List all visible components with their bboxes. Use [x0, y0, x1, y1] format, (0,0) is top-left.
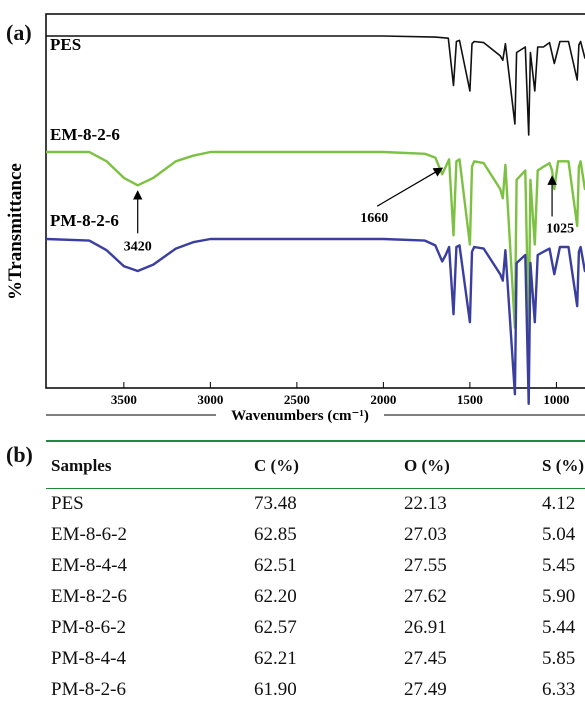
cell-sulfur: 6.33	[534, 675, 585, 706]
cell-oxygen: 27.03	[384, 520, 534, 551]
panel-label-b: (b)	[6, 442, 33, 468]
cell-sample: PM-8-4-4	[46, 644, 226, 675]
x-axis-label-group: Wavenumbers (cm⁻¹)	[46, 404, 585, 426]
x-tick-label: 3500	[111, 392, 137, 407]
table-header-row: Samples C (%) O (%) S (%)	[46, 441, 585, 489]
cell-oxygen: 27.62	[384, 582, 534, 613]
y-axis-label: %Transmittance	[5, 163, 26, 300]
x-tick-label: 3000	[197, 392, 223, 407]
series-line-pm-8-2-6	[46, 239, 585, 404]
series-layer	[46, 36, 585, 404]
cell-carbon: 62.20	[226, 582, 384, 613]
cell-carbon: 61.90	[226, 675, 384, 706]
cell-sulfur: 5.45	[534, 551, 585, 582]
x-tick-label: 1000	[543, 392, 569, 407]
cell-sample: PES	[46, 489, 226, 521]
cell-carbon: 62.85	[226, 520, 384, 551]
cell-sulfur: 5.90	[534, 582, 585, 613]
header-samples: Samples	[46, 441, 226, 489]
header-oxygen: O (%)	[384, 441, 534, 489]
cell-sulfur: 5.85	[534, 644, 585, 675]
cell-carbon: 73.48	[226, 489, 384, 521]
cell-carbon: 62.57	[226, 613, 384, 644]
cell-oxygen: 26.91	[384, 613, 534, 644]
annotation-label: 1025	[546, 222, 574, 237]
cell-sample: PM-8-2-6	[46, 675, 226, 706]
cell-carbon: 62.51	[226, 551, 384, 582]
series-labels: PES EM-8-2-6 PM-8-2-6	[50, 35, 120, 230]
cell-oxygen: 27.45	[384, 644, 534, 675]
x-tick-label: 1500	[457, 392, 483, 407]
annotation-label: 3420	[124, 239, 152, 254]
cell-oxygen: 27.55	[384, 551, 534, 582]
x-axis-label: Wavenumbers (cm⁻¹)	[231, 408, 369, 424]
cell-sulfur: 4.12	[534, 489, 585, 521]
cell-oxygen: 22.13	[384, 489, 534, 521]
header-carbon: C (%)	[226, 441, 384, 489]
series-label: EM-8-2-6	[50, 125, 120, 144]
cell-sulfur: 5.04	[534, 520, 585, 551]
cell-carbon: 62.21	[226, 644, 384, 675]
cell-sample: EM-8-2-6	[46, 582, 226, 613]
series-label: PM-8-2-6	[50, 211, 119, 230]
cell-oxygen: 27.49	[384, 675, 534, 706]
series-line-pes	[46, 36, 585, 135]
series-label: PES	[50, 35, 81, 54]
cell-sample: PM-8-6-2	[46, 613, 226, 644]
cell-sample: EM-8-4-4	[46, 551, 226, 582]
annotation-arrow	[377, 168, 442, 206]
cell-sample: EM-8-6-2	[46, 520, 226, 551]
cell-sulfur: 5.44	[534, 613, 585, 644]
header-sulfur: S (%)	[534, 441, 585, 489]
annotation-label: 1660	[360, 211, 388, 226]
plot-frame	[46, 14, 585, 388]
